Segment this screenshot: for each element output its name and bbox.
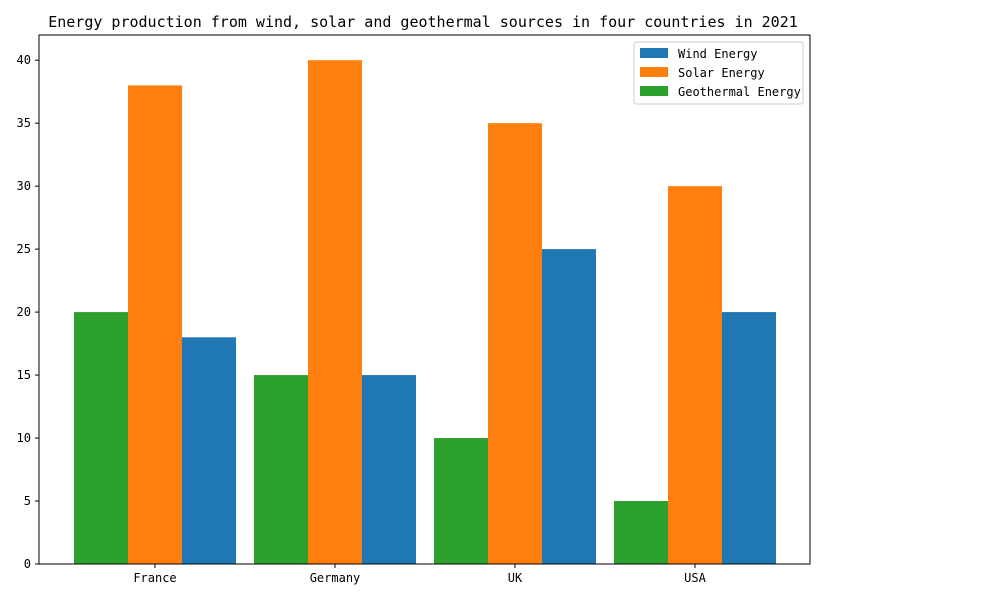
y-tick-label: 15 — [17, 368, 31, 382]
bar-geothermal-energy-germany — [254, 375, 308, 564]
chart-title: Energy production from wind, solar and g… — [48, 13, 798, 31]
bar-wind-energy-uk — [542, 249, 596, 564]
legend-label: Geothermal Energy — [678, 85, 801, 99]
legend-label: Solar Energy — [678, 66, 765, 80]
bar-wind-energy-france — [182, 337, 236, 564]
y-tick-label: 30 — [17, 179, 31, 193]
x-tick-label: Germany — [310, 571, 361, 585]
y-tick-label: 25 — [17, 242, 31, 256]
bar-solar-energy-uk — [488, 123, 542, 565]
bar-solar-energy-germany — [308, 60, 362, 564]
y-axis: 0 5 10 15 20 25 30 35 40 — [17, 53, 39, 571]
bar-geothermal-energy-usa — [614, 501, 668, 564]
legend: Wind Energy Solar Energy Geothermal Energy — [633, 41, 804, 105]
x-tick-label: France — [133, 571, 176, 585]
y-tick-label: 40 — [17, 53, 31, 67]
bars-layer — [74, 60, 776, 565]
x-axis: France Germany UK USA — [133, 564, 707, 585]
plot-frame — [38, 34, 811, 565]
legend-box — [633, 41, 804, 105]
legend-label: Wind Energy — [678, 47, 757, 61]
bar-solar-energy-france — [128, 85, 182, 564]
y-tick-label: 0 — [24, 557, 31, 571]
legend-swatch — [640, 86, 668, 96]
bar-geothermal-energy-uk — [434, 438, 488, 564]
y-tick-label: 20 — [17, 305, 31, 319]
x-tick-label: UK — [508, 571, 523, 585]
legend-swatch — [640, 67, 668, 77]
bar-solar-energy-usa — [668, 186, 722, 564]
bar-wind-energy-usa — [722, 312, 776, 564]
bar-wind-energy-germany — [362, 375, 416, 564]
y-tick-label: 35 — [17, 116, 31, 130]
bar-geothermal-energy-france — [74, 312, 128, 564]
y-tick-label: 10 — [17, 431, 31, 445]
x-tick-label: USA — [684, 571, 706, 585]
y-tick-label: 5 — [24, 494, 31, 508]
legend-swatch — [640, 48, 668, 58]
